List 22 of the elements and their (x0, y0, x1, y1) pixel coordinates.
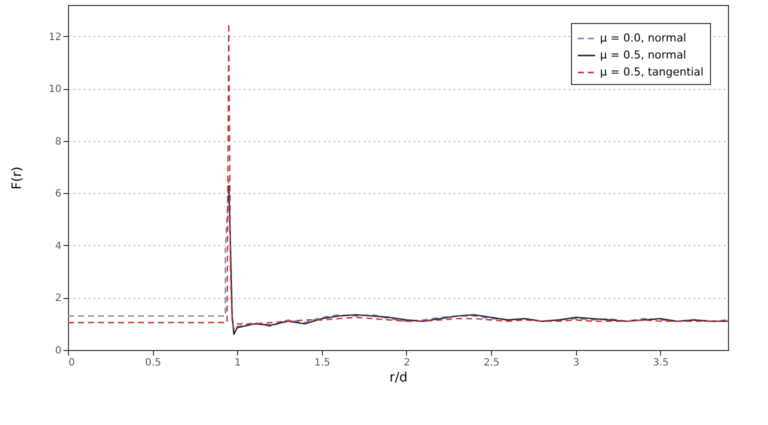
y-tick-label: 2 (55, 293, 62, 304)
y-tick-label: 4 (55, 240, 62, 252)
legend-label: μ = 0.5, normal (600, 48, 686, 62)
line-series (68, 22, 728, 330)
x-tick-label: 3.5 (652, 358, 669, 368)
x-axis-title: r/d (390, 370, 408, 386)
x-tick-label: 0.5 (145, 358, 162, 368)
legend-label: μ = 0.5, tangential (600, 66, 704, 78)
y-tick-label: 12 (48, 32, 62, 43)
x-tick-label: 2.5 (484, 358, 500, 368)
line-series (228, 184, 728, 335)
x-tick-label: 3 (573, 358, 580, 368)
y-axis-title: F(r) (10, 166, 25, 190)
y-tick-label: 10 (48, 84, 62, 96)
x-tick-label: 0 (68, 358, 75, 368)
y-tick-label: 8 (55, 136, 62, 148)
x-tick-label: 1.5 (314, 358, 330, 368)
legend-label: μ = 0.0, normal (600, 32, 686, 44)
y-tick-label: 6 (55, 188, 62, 200)
y-tick-label: 0 (55, 346, 62, 356)
x-tick-label: 2 (404, 358, 410, 368)
x-tick-label: 1 (234, 358, 241, 368)
